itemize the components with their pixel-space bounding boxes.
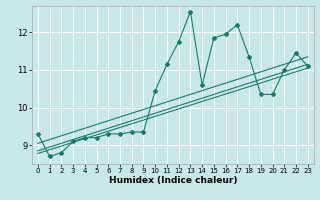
X-axis label: Humidex (Indice chaleur): Humidex (Indice chaleur) <box>108 176 237 185</box>
